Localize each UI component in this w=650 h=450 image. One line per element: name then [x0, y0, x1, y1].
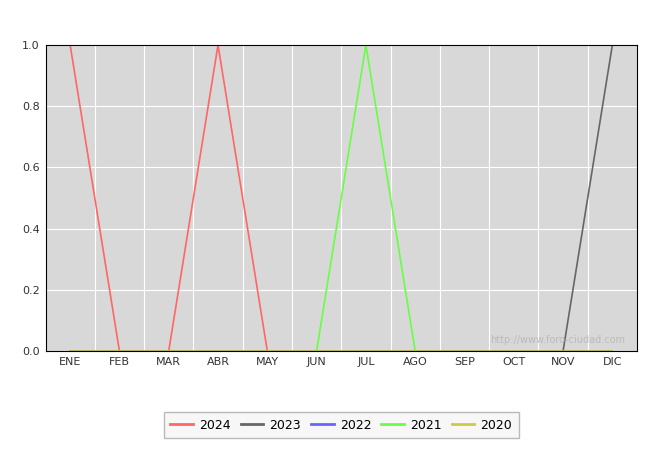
Text: Matriculaciones de Vehiculos en Villanueva de Gómez: Matriculaciones de Vehiculos en Villanue… [101, 9, 549, 27]
Text: http://www.foro-ciudad.com: http://www.foro-ciudad.com [490, 335, 625, 345]
Legend: 2024, 2023, 2022, 2021, 2020: 2024, 2023, 2022, 2021, 2020 [164, 412, 519, 438]
